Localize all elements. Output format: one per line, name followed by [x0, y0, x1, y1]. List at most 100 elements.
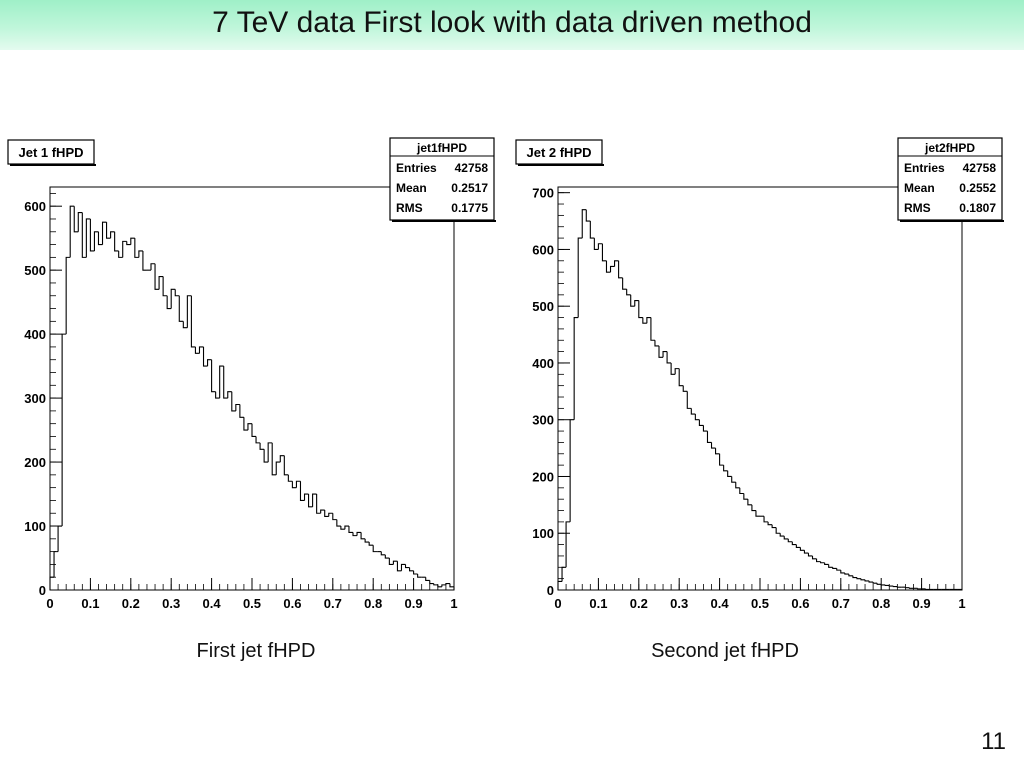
histogram-bin	[844, 572, 849, 575]
stats-box-border	[389, 137, 495, 221]
x-tick-label: 0.3	[670, 596, 688, 611]
histogram-bin	[255, 436, 261, 444]
x-tick-label: 0	[46, 596, 53, 611]
histogram-bin	[332, 513, 337, 521]
stats-value: 0.1807	[959, 201, 996, 215]
histogram-bin	[609, 265, 615, 273]
histogram-bin	[348, 526, 353, 533]
stats-box: jet1fHPD Entries 42758 Mean 0.2517 RMS 0.1775	[389, 137, 496, 222]
histogram-jet1: Jet 1 fHPD jet1fHPD Entries 42758 Mean 0.2517…	[7, 137, 496, 611]
histogram-bin	[97, 231, 103, 246]
histogram-bin	[638, 300, 643, 319]
histogram-bin	[142, 250, 147, 271]
histogram-bin	[291, 481, 297, 489]
histogram-bin	[425, 577, 430, 581]
stats-value: 0.1775	[451, 201, 488, 215]
histogram-bin	[904, 587, 910, 589]
histogram-bin	[223, 366, 228, 399]
x-tick-label: 0.6	[791, 596, 809, 611]
x-tick-label: 0.5	[243, 596, 261, 611]
histogram-bin	[674, 368, 680, 375]
histogram-series	[557, 209, 963, 590]
y-tick-label: 400	[532, 356, 554, 371]
chart-jet1: Jet 1 fHPD jet1fHPD Entries 42758 Mean 0.2517…	[0, 130, 500, 620]
histogram-bin	[557, 580, 563, 590]
histogram-bin	[670, 362, 676, 375]
histogram-jet2: Jet 2 fHPD jet2fHPD Entries 42758 Mean 0.2552…	[515, 137, 1004, 611]
histogram-bin	[860, 578, 866, 581]
y-tick-label: 400	[24, 327, 46, 342]
histogram-bin	[235, 403, 240, 411]
stats-name: jet1fHPD	[416, 141, 467, 155]
histogram-bin	[589, 221, 595, 239]
histogram-bin	[356, 531, 362, 536]
histogram-bin	[747, 499, 752, 506]
y-tick-label: 100	[24, 519, 46, 534]
histogram-bin	[872, 582, 878, 584]
histogram-bin	[896, 586, 902, 588]
stats-name: jet2fHPD	[924, 141, 975, 155]
caption-second-jet: Second jet fHPD	[651, 640, 799, 662]
title-box-shadow	[518, 164, 604, 166]
histogram-bin	[126, 241, 131, 246]
histogram-bin	[259, 442, 265, 450]
histogram-bin	[364, 538, 370, 543]
chart-title-box: Jet 2 fHPD	[515, 139, 604, 166]
y-tick-label: 500	[24, 263, 46, 278]
histogram-bin	[57, 525, 63, 552]
histogram-bin	[114, 231, 119, 252]
histogram-bin	[626, 289, 631, 296]
histogram-bin	[654, 340, 659, 347]
histogram-bin	[81, 212, 87, 258]
histogram-bin	[441, 584, 446, 587]
histogram-bin	[581, 209, 587, 239]
x-tick-label: 0.6	[283, 596, 301, 611]
histogram-bin	[666, 351, 672, 364]
histogram-bin	[634, 299, 639, 307]
histogram-bin	[775, 527, 781, 534]
stats-value: 0.2517	[451, 181, 488, 195]
histogram-bin	[279, 455, 285, 463]
plot-frame	[557, 186, 963, 591]
histogram-bin	[832, 567, 837, 569]
histogram-bin	[247, 423, 252, 431]
x-tick-label: 0.1	[81, 596, 99, 611]
x-tick-label: 0.1	[589, 596, 607, 611]
histogram-bin	[340, 526, 345, 530]
histogram-bin	[577, 237, 583, 318]
stats-label: Entries	[396, 161, 437, 175]
y-tick-label: 700	[532, 186, 554, 201]
histogram-bin	[799, 547, 805, 551]
histogram-bin	[852, 575, 857, 579]
histogram-bin	[271, 442, 277, 476]
histogram-bin	[836, 568, 841, 571]
histogram-bin	[344, 525, 349, 530]
histogram-bin	[449, 583, 454, 588]
histogram-bin	[702, 425, 708, 432]
histogram-bin	[392, 560, 398, 565]
histogram-bin	[597, 243, 603, 250]
histogram-bin	[433, 583, 438, 586]
histogram-bin	[295, 480, 301, 488]
histogram-bin	[811, 555, 817, 560]
histogram-bin	[892, 586, 898, 588]
slide-title: 7 TeV data First look with data driven m…	[212, 6, 812, 39]
x-tick-label: 0.9	[405, 596, 423, 611]
histogram-bin	[739, 487, 744, 495]
y-tick-label: 100	[532, 526, 554, 541]
histogram-bin	[880, 584, 886, 586]
histogram-bin	[807, 553, 813, 557]
histogram-bin	[388, 558, 394, 565]
histogram-bin	[77, 212, 83, 232]
x-tick-label: 0.8	[364, 596, 382, 611]
histogram-bin	[166, 295, 172, 310]
title-bar: 7 TeV data First look with data driven m…	[0, 0, 1024, 50]
histogram-bin	[251, 423, 257, 438]
histogram-bin	[380, 551, 386, 556]
histogram-bin	[614, 260, 619, 267]
histogram-bin	[215, 391, 220, 399]
histogram-bin	[751, 504, 756, 512]
histogram-bin	[368, 542, 374, 546]
histogram-bin	[848, 574, 853, 577]
y-tick-label: 200	[24, 455, 46, 470]
